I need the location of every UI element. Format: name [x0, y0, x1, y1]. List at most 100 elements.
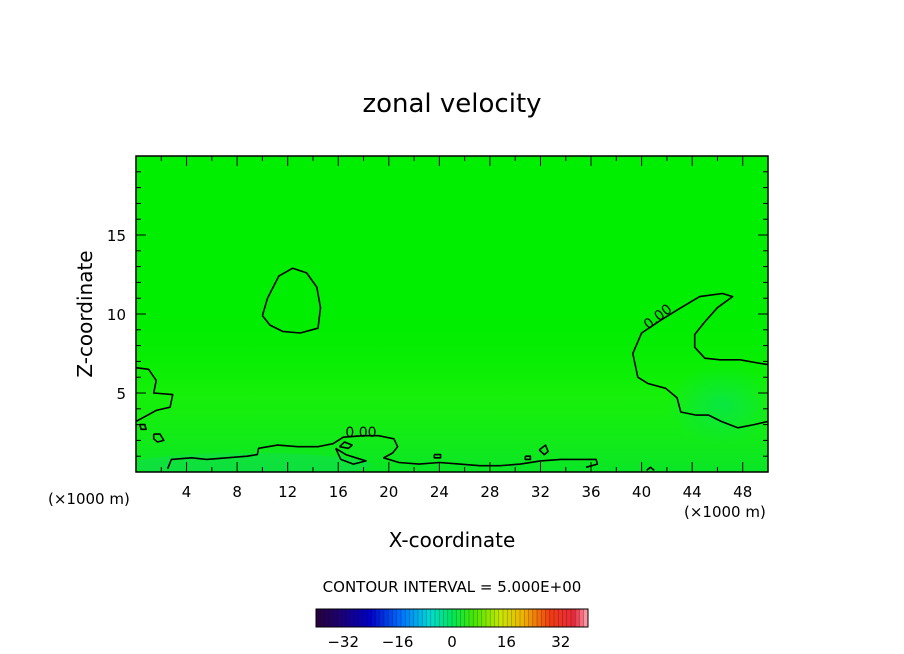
- colorbar-segment: [328, 609, 334, 627]
- contour-left-edge: [136, 366, 174, 423]
- colorbar-segment: [520, 609, 525, 627]
- colorbar-segment: [426, 609, 432, 627]
- colorbar-segment: [562, 609, 568, 627]
- x-tick-label: 16: [329, 483, 348, 501]
- contour-lines: [136, 267, 768, 472]
- colorbar-segment: [371, 609, 376, 627]
- colorbar-segment: [507, 609, 512, 627]
- colorbar-segment: [477, 609, 483, 627]
- y-tick-label: 5: [116, 385, 126, 403]
- colorbar-segment: [473, 609, 478, 627]
- colorbar-segment: [388, 609, 393, 627]
- contour-upper-left-blob: [261, 267, 322, 334]
- chart-title: zonal velocity: [362, 89, 541, 119]
- colorbar-segment: [350, 609, 355, 627]
- x-unit-left: (×1000 m): [48, 490, 130, 508]
- colorbar-tick-label: 16: [497, 633, 516, 651]
- colorbar-segment: [541, 609, 546, 627]
- plot-area: 0.000.00: [136, 156, 768, 472]
- colorbar-segment: [324, 609, 330, 627]
- y-ticks: 5 10 15: [107, 155, 768, 473]
- colorbar-segment: [464, 609, 470, 627]
- x-axis-label: X-coordinate: [389, 528, 516, 552]
- x-tick-label: 28: [480, 483, 499, 501]
- x-tick-label: 32: [531, 483, 550, 501]
- colorbar-segment: [422, 609, 427, 627]
- colorbar-segment: [341, 609, 347, 627]
- colorbar-tick-label: −32: [327, 633, 359, 651]
- colorbar-segment: [528, 609, 534, 627]
- colorbar-ticks: −32 −16 0 16 32: [327, 633, 570, 651]
- colorbar-segment: [515, 609, 521, 627]
- colorbar-segment: [435, 609, 440, 627]
- colorbar-segment: [494, 609, 500, 627]
- colorbar-segment: [579, 609, 585, 627]
- x-tick-label: 40: [632, 483, 651, 501]
- colorbar-segment: [503, 609, 508, 627]
- colorbar-segment: [537, 609, 542, 627]
- x-unit-right: (×1000 m): [684, 503, 766, 521]
- colorbar-segment: [354, 609, 359, 627]
- colorbar-segment: [511, 609, 517, 627]
- contour-dot-40: [646, 466, 655, 472]
- x-tick-label: 4: [182, 483, 192, 501]
- colorbar-segment: [430, 609, 436, 627]
- y-tick-label: 10: [107, 306, 126, 324]
- contour-bump-17: [334, 447, 367, 465]
- colorbar-segment: [418, 609, 423, 627]
- colorbar-segment: [316, 609, 321, 627]
- x-tick-label: 44: [683, 483, 702, 501]
- colorbar-segment: [456, 609, 461, 627]
- colorbar-segment: [337, 609, 342, 627]
- contour-right-hook: [632, 292, 768, 429]
- contour-dot-24: [433, 453, 442, 459]
- colorbar-segment: [375, 609, 381, 627]
- colorbar-segment: [490, 609, 495, 627]
- colorbar-tick-label: 0: [447, 633, 457, 651]
- field-shading: [136, 300, 768, 472]
- contour-left-dot-1: [152, 433, 165, 443]
- x-tick-label: 48: [733, 483, 752, 501]
- colorbar-segment: [358, 609, 364, 627]
- contour-interval: CONTOUR INTERVAL = 5.000E+00: [323, 578, 582, 596]
- x-tick-label: 8: [232, 483, 242, 501]
- colorbar-segment: [460, 609, 466, 627]
- colorbar-frame: [315, 608, 589, 628]
- colorbar-segment: [439, 609, 444, 627]
- contour-dot-32: [538, 444, 549, 456]
- contour-dot-31: [524, 455, 532, 461]
- colorbar: [315, 608, 589, 628]
- colorbar-segment: [575, 609, 580, 627]
- colorbar-tick-label: −16: [382, 633, 414, 651]
- colorbar-segment: [532, 609, 538, 627]
- colorbar-segment: [452, 609, 457, 627]
- colorbar-segment: [409, 609, 415, 627]
- contour-left-dot-2: [139, 423, 147, 431]
- contour-dot-16: [338, 441, 353, 450]
- colorbar-segment: [413, 609, 419, 627]
- colorbar-segment: [405, 609, 410, 627]
- colorbar-segment: [558, 609, 563, 627]
- x-tick-label: 20: [379, 483, 398, 501]
- colorbar-segment: [345, 609, 351, 627]
- colorbar-segment: [571, 609, 576, 627]
- colorbar-segment: [333, 609, 338, 627]
- colorbar-segment: [549, 609, 555, 627]
- y-tick-label: 15: [107, 227, 126, 245]
- colorbar-segment: [367, 609, 372, 627]
- colorbar-segment: [320, 609, 325, 627]
- colorbar-segment: [486, 609, 491, 627]
- colorbar-segment: [583, 609, 589, 627]
- colorbar-segment: [554, 609, 559, 627]
- colorbar-segment: [392, 609, 398, 627]
- colorbar-segment: [379, 609, 385, 627]
- colorbar-segment: [545, 609, 551, 627]
- x-tick-label: 24: [430, 483, 449, 501]
- x-tick-label: 12: [278, 483, 297, 501]
- y-axis-label: Z-coordinate: [73, 250, 97, 377]
- colorbar-segment: [443, 609, 449, 627]
- colorbar-segment: [401, 609, 406, 627]
- colorbar-segment: [384, 609, 389, 627]
- colorbar-segment: [362, 609, 368, 627]
